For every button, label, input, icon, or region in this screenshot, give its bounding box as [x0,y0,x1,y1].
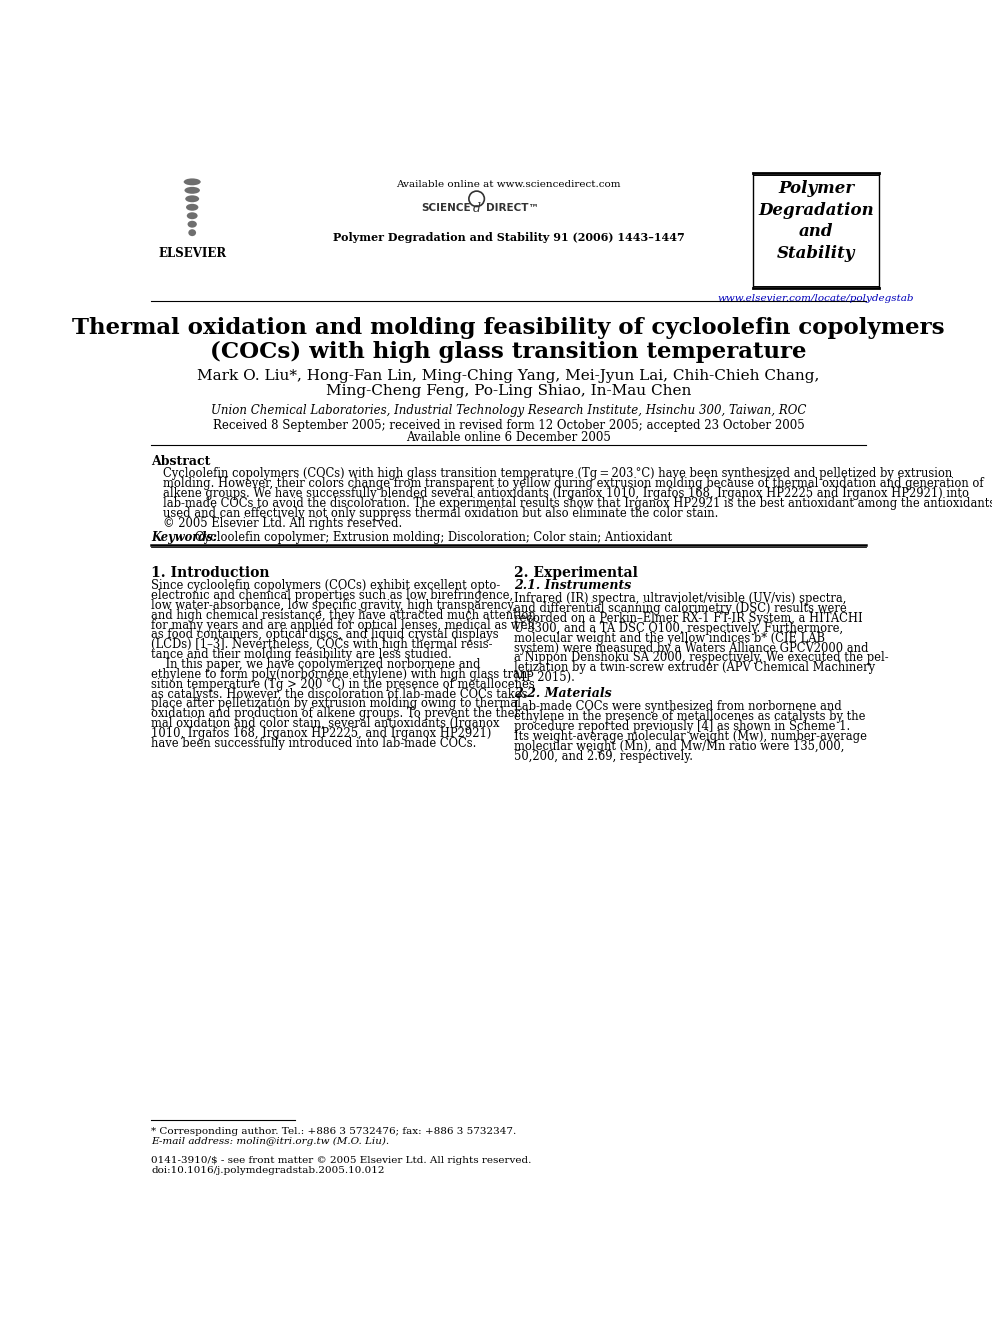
Text: as food containers, optical discs, and liquid crystal displays: as food containers, optical discs, and l… [151,628,499,642]
Text: have been successfully introduced into lab-made COCs.: have been successfully introduced into l… [151,737,476,750]
Text: Thermal oxidation and molding feasibility of cycloolefin copolymers: Thermal oxidation and molding feasibilit… [72,316,944,339]
Text: Keywords:: Keywords: [151,532,217,545]
Text: Infrared (IR) spectra, ultraviolet/visible (UV/vis) spectra,: Infrared (IR) spectra, ultraviolet/visib… [514,593,846,605]
Text: 2.1. Instruments: 2.1. Instruments [514,579,631,593]
Text: d: d [472,202,481,214]
Text: Cycloolefin copolymer; Extrusion molding; Discoloration; Color stain; Antioxidan: Cycloolefin copolymer; Extrusion molding… [195,532,673,545]
Text: doi:10.1016/j.polymdegradstab.2005.10.012: doi:10.1016/j.polymdegradstab.2005.10.01… [151,1166,385,1175]
Ellipse shape [188,229,196,235]
Text: alkene groups. We have successfully blended several antioxidants (Irganox 1010, : alkene groups. We have successfully blen… [163,487,969,500]
Text: a Nippon Denshoku SA 2000, respectively. We executed the pel-: a Nippon Denshoku SA 2000, respectively.… [514,651,889,664]
Text: and high chemical resistance, they have attracted much attention: and high chemical resistance, they have … [151,609,536,622]
Text: Available online 6 December 2005: Available online 6 December 2005 [406,430,611,443]
Ellipse shape [184,179,200,185]
Text: recorded on a Perkin–Elmer RX-1 FT-IR System, a HITACHI: recorded on a Perkin–Elmer RX-1 FT-IR Sy… [514,613,862,624]
Text: ELSEVIER: ELSEVIER [158,247,226,261]
Text: 1010, Irgafos 168, Irganox HP2225, and Irganox HP2921): 1010, Irgafos 168, Irganox HP2225, and I… [151,728,491,740]
Text: electronic and chemical properties such as low birefringence,: electronic and chemical properties such … [151,589,513,602]
Text: © 2005 Elsevier Ltd. All rights reserved.: © 2005 Elsevier Ltd. All rights reserved… [163,517,402,529]
Text: In this paper, we have copolymerized norbornene and: In this paper, we have copolymerized nor… [151,658,481,671]
Ellipse shape [186,212,197,220]
Text: 50,200, and 2.69, respectively.: 50,200, and 2.69, respectively. [514,750,692,762]
Text: E-mail address: molin@itri.org.tw (M.O. Liu).: E-mail address: molin@itri.org.tw (M.O. … [151,1136,389,1146]
Text: MP 2015).: MP 2015). [514,671,574,684]
Text: Cycloolefin copolymers (COCs) with high glass transition temperature (Tg = 203 °: Cycloolefin copolymers (COCs) with high … [163,467,952,480]
Text: Union Chemical Laboratories, Industrial Technology Research Institute, Hsinchu 3: Union Chemical Laboratories, Industrial … [210,404,806,417]
Text: Received 8 September 2005; received in revised form 12 October 2005; accepted 23: Received 8 September 2005; received in r… [212,419,805,433]
Text: place after pelletization by extrusion molding owing to thermal: place after pelletization by extrusion m… [151,697,521,710]
Text: Its weight-average molecular weight (Mw), number-average: Its weight-average molecular weight (Mw)… [514,730,867,742]
Text: Polymer Degradation and Stability 91 (2006) 1443–1447: Polymer Degradation and Stability 91 (20… [332,232,684,243]
Text: Polymer
Degradation
and
Stability: Polymer Degradation and Stability [758,180,874,262]
Text: and differential scanning calorimetry (DSC) results were: and differential scanning calorimetry (D… [514,602,846,615]
Text: procedure reported previously [4] as shown in Scheme 1.: procedure reported previously [4] as sho… [514,720,850,733]
Text: sition temperature (Tg > 200 °C) in the presence of metallocenes: sition temperature (Tg > 200 °C) in the … [151,677,535,691]
Ellipse shape [187,221,196,228]
Text: U-3300, and a TA DSC Q100, respectively. Furthermore,: U-3300, and a TA DSC Q100, respectively.… [514,622,843,635]
Text: Lab-made COCs were synthesized from norbornene and: Lab-made COCs were synthesized from norb… [514,700,841,713]
Ellipse shape [186,196,199,202]
Text: molding. However, their colors change from transparent to yellow during extrusio: molding. However, their colors change fr… [163,476,983,490]
Text: 1. Introduction: 1. Introduction [151,566,270,579]
Text: lab-made COCs to avoid the discoloration. The experimental results show that Irg: lab-made COCs to avoid the discoloration… [163,497,992,509]
Text: for many years and are applied for optical lenses, medical as well: for many years and are applied for optic… [151,619,535,631]
Text: low water-absorbance, low specific gravity, high transparency,: low water-absorbance, low specific gravi… [151,599,516,613]
Text: mal oxidation and color stain, several antioxidants (Irganox: mal oxidation and color stain, several a… [151,717,500,730]
Text: oxidation and production of alkene groups. To prevent the ther-: oxidation and production of alkene group… [151,708,524,720]
Text: 2.2. Materials: 2.2. Materials [514,687,611,700]
Text: * Corresponding author. Tel.: +886 3 5732476; fax: +886 3 5732347.: * Corresponding author. Tel.: +886 3 573… [151,1127,517,1136]
Text: letization by a twin-screw extruder (APV Chemical Machinery: letization by a twin-screw extruder (APV… [514,662,875,675]
Text: www.elsevier.com/locate/polydegstab: www.elsevier.com/locate/polydegstab [718,294,915,303]
Text: molecular weight and the yellow indices b* (CIE LAB: molecular weight and the yellow indices … [514,631,824,644]
Text: used and can effectively not only suppress thermal oxidation but also eliminate : used and can effectively not only suppre… [163,507,718,520]
Text: ethylene to form poly(norbornene ethylene) with high glass tran-: ethylene to form poly(norbornene ethylen… [151,668,532,681]
Text: 0141-3910/$ - see front matter © 2005 Elsevier Ltd. All rights reserved.: 0141-3910/$ - see front matter © 2005 El… [151,1156,532,1166]
Text: SCIENCE: SCIENCE [422,204,471,213]
Text: ethylene in the presence of metallocenes as catalysts by the: ethylene in the presence of metallocenes… [514,710,865,724]
Text: molecular weight (Mn), and Mw/Mn ratio were 135,000,: molecular weight (Mn), and Mw/Mn ratio w… [514,740,844,753]
Text: (COCs) with high glass transition temperature: (COCs) with high glass transition temper… [210,341,806,364]
Text: Mark O. Liu*, Hong-Fan Lin, Ming-Ching Yang, Mei-Jyun Lai, Chih-Chieh Chang,: Mark O. Liu*, Hong-Fan Lin, Ming-Ching Y… [197,369,819,382]
Text: Abstract: Abstract [151,455,210,468]
Ellipse shape [186,204,198,210]
Ellipse shape [185,187,200,193]
Text: system) were measured by a Waters Alliance GPCV2000 and: system) were measured by a Waters Allian… [514,642,868,655]
Text: Available online at www.sciencedirect.com: Available online at www.sciencedirect.co… [396,180,621,189]
Text: DIRECT™: DIRECT™ [486,204,539,213]
Text: 2. Experimental: 2. Experimental [514,566,638,579]
Text: as catalysts. However, the discoloration of lab-made COCs takes: as catalysts. However, the discoloration… [151,688,528,701]
Text: Since cycloolefin copolymers (COCs) exhibit excellent opto-: Since cycloolefin copolymers (COCs) exhi… [151,579,500,593]
Text: tance and their molding feasibility are less studied.: tance and their molding feasibility are … [151,648,452,662]
Text: Ming-Cheng Feng, Po-Ling Shiao, In-Mau Chen: Ming-Cheng Feng, Po-Ling Shiao, In-Mau C… [325,385,691,398]
Text: (LCDs) [1–3]. Nevertheless, COCs with high thermal resis-: (LCDs) [1–3]. Nevertheless, COCs with hi… [151,638,493,651]
